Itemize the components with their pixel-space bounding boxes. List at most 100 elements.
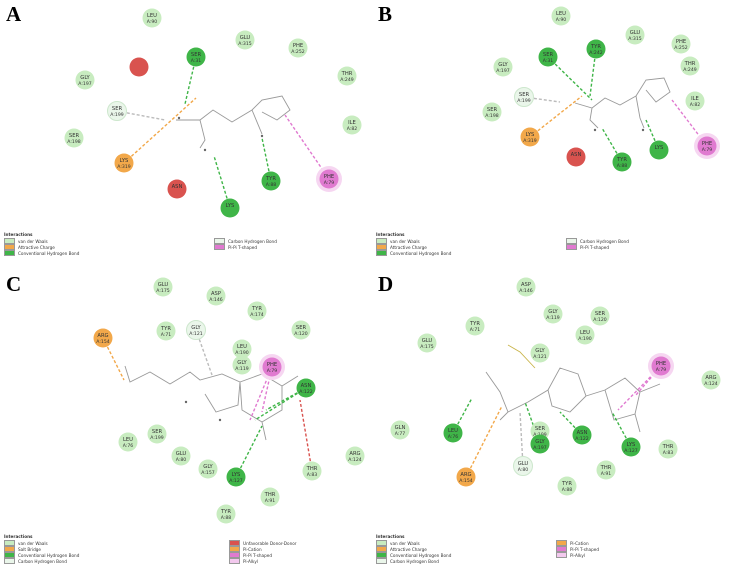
residue-number: A:154 [96,339,109,345]
residue-disc [216,504,236,524]
residue-disc [697,136,717,156]
residue-name: TYR [469,321,480,327]
residue-name: THR [264,492,276,498]
residue-name: ASN [571,152,582,158]
residue-disc [260,487,280,507]
residue-number: A:31 [543,58,554,64]
residue-disc [658,439,678,459]
legend-swatch [229,540,240,546]
residue-number: A:120 [593,317,606,323]
residue-disc [156,321,176,341]
residue-name: ILE [691,96,699,102]
legend-item: Pi-Pi T-shaped [229,552,297,558]
legend-label: Carbon Hydrogen Bond [390,558,439,564]
legend-item: Conventional Hydrogen Bond [376,552,556,558]
legend-a: Interactions van der Waals Attractive Cha… [4,232,304,256]
residue-name: GLY [237,360,247,366]
residue-disc [93,328,113,348]
residue-number: A:175 [420,344,433,350]
residue-name: PHE [324,174,334,180]
residue-name: LYS [526,132,535,138]
residue-disc [345,446,365,466]
residue-number: A:88 [617,163,628,169]
legend-title: Interactions [4,534,33,539]
residue-name: GLU [422,338,433,344]
residue-disc [456,467,476,487]
residue-number: A:319 [117,164,130,170]
residue-name: ARG [460,472,471,478]
legend-swatch [4,244,15,250]
residue-number: A:146 [519,288,532,294]
legend-swatch [4,552,15,558]
legend-item: Salt Bridge [4,546,229,552]
ligand-structure [124,365,299,441]
legend-item: van der Waals [376,540,556,546]
ligand-structure [251,109,263,135]
legend-label: Pi-Cation [570,540,589,546]
residue-number: A:79 [267,368,278,374]
legend-c: Interactions van der Waals Salt Bridge Con… [4,534,324,564]
residue-name: PHE [267,362,277,368]
residue-disc [186,47,206,67]
residue-number: A:122 [299,389,312,395]
residue-number: A:121 [533,354,546,360]
residue-disc [226,467,246,487]
residue-name: TYR [160,326,171,332]
legend-swatch [556,552,567,558]
interaction-line [547,56,593,101]
residue-disc [129,57,149,77]
residue-disc [685,91,705,111]
legend-item: Pi-Cation [556,540,599,546]
legend-item: Carbon Hydrogen Bond [4,558,229,564]
legend-item: Pi-Alkyl [556,552,599,558]
legend-column-left: van der Waals Attractive Charge Convention… [376,238,566,256]
legend-label: van der Waals [390,540,420,546]
residue-name: ASP [211,291,221,297]
residue-number: A:198 [67,139,80,145]
residue-disc [651,356,671,376]
residue-name: THR [341,71,353,77]
residue-name: TYR [220,509,231,515]
residue-name: LEU [448,428,458,434]
residue-disc [516,277,536,297]
residue-name: LYS [120,158,129,164]
residue-disc [171,446,191,466]
residue-name: PHE [656,361,666,367]
residue-asn: ASN [566,147,586,167]
residue-name: ARG [97,333,108,339]
residue-disc [575,325,595,345]
residue-name: SER [487,107,498,113]
residue-number: A:127 [229,478,242,484]
residue-number: A:71 [161,332,172,338]
residue-disc [538,47,558,67]
legend-title: Interactions [376,232,405,237]
legend-swatch [229,552,240,558]
residue-name: ARG [705,375,716,381]
legend-label: Carbon Hydrogen Bond [580,238,629,244]
legend-item: van der Waals [376,238,566,244]
residue-disc [342,115,362,135]
ligand-structure [507,344,536,369]
residue-disc [118,432,138,452]
residue-name: PHE [702,141,712,147]
legend-label: van der Waals [390,238,420,244]
residue-name: GLU [176,451,187,457]
residue-disc [337,66,357,86]
residue-lys: LYS [220,198,240,218]
residue-number: A:124 [348,457,361,463]
